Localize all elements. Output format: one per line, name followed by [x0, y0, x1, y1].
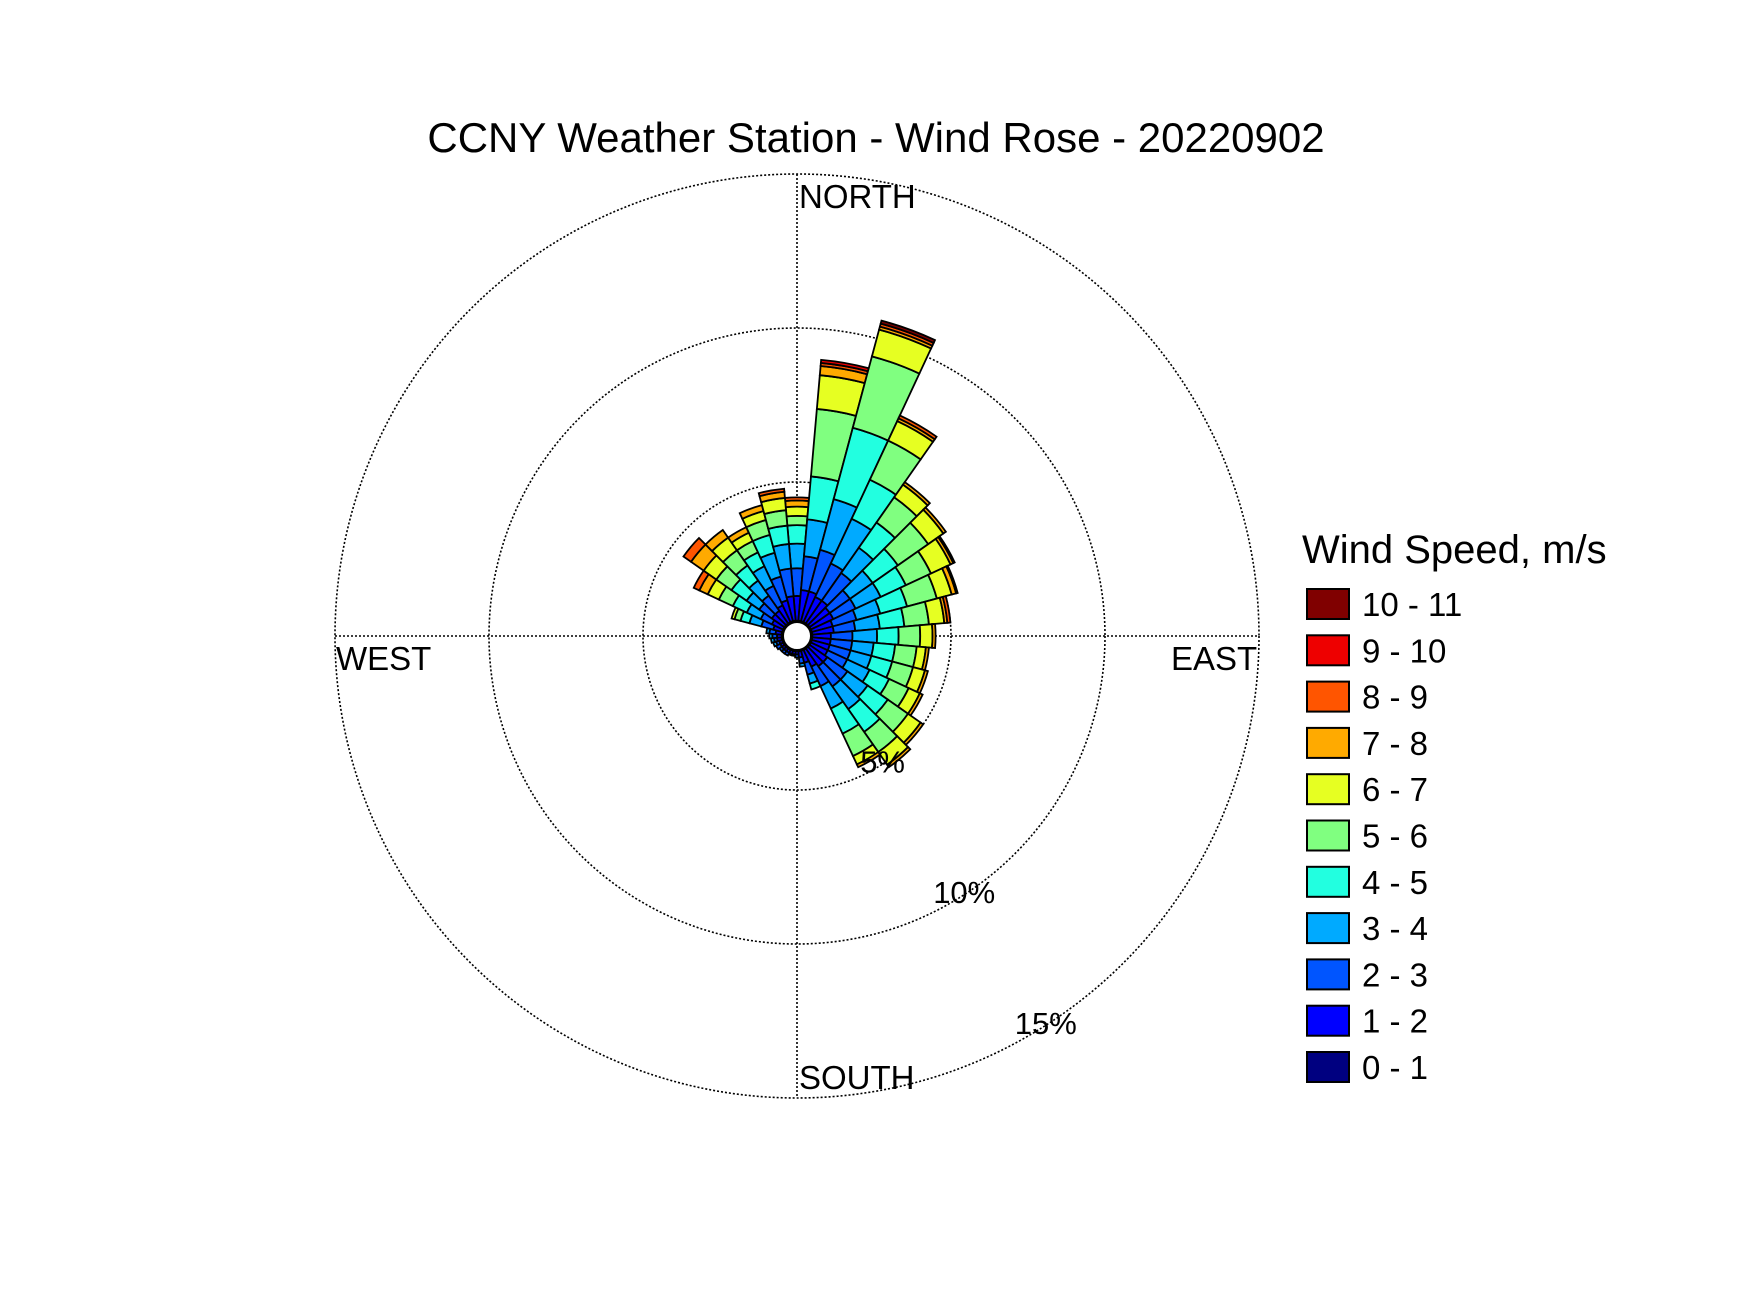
sector-90-bin-4	[875, 626, 900, 646]
legend-label-10-11: 10 - 11	[1362, 586, 1462, 623]
sector-170-bin-3	[798, 661, 807, 668]
sector-90-bin-6	[918, 623, 934, 649]
sector-40-bin-7	[901, 480, 932, 507]
sector-150-bin-7	[855, 750, 882, 769]
legend-swatch-9-10	[1306, 634, 1350, 667]
legend-label-5-6: 5 - 6	[1362, 818, 1428, 855]
sector-0-bin-8	[783, 496, 811, 502]
ring-label-5: 5%	[860, 745, 905, 780]
legend-label-7-8: 7 - 8	[1362, 725, 1428, 762]
sector-30-bin-8	[897, 414, 938, 441]
legend-label-9-10: 9 - 10	[1362, 632, 1446, 669]
direction-label-west: WEST	[336, 640, 431, 677]
legend-label-6-7: 6 - 7	[1362, 771, 1428, 808]
sector-50-bin-7	[922, 506, 948, 535]
sector-90-bin-5	[897, 624, 922, 648]
legend: 10 - 11 9 - 10 8 - 9 7 - 8 6 - 7 5 - 6 4 - 5 3 …	[1306, 586, 1462, 1086]
legend-swatch-7-8	[1306, 726, 1350, 759]
ring-label-15: 15%	[1015, 1006, 1077, 1041]
legend-swatch-5-6	[1306, 819, 1350, 852]
legend-label-0-1: 0 - 1	[1362, 1049, 1428, 1086]
ring-labels: 5% 10% 15%	[860, 745, 1077, 1041]
legend-swatch-4-5	[1306, 865, 1350, 898]
sector-350-bin-8	[757, 487, 786, 498]
legend-swatch-6-7	[1306, 773, 1350, 806]
ring-label-10: 10%	[933, 875, 995, 910]
sector-160-bin-4	[808, 679, 822, 691]
sector-80-bin-8	[941, 595, 952, 624]
legend-swatch-10-11	[1306, 588, 1350, 620]
legend-swatch-1-2	[1306, 1004, 1350, 1037]
center-hole	[782, 621, 812, 651]
sector-0-bin-4	[786, 524, 808, 545]
sector-70-bin-8	[945, 564, 959, 595]
legend-label-8-9: 8 - 9	[1362, 679, 1428, 716]
legend-label-3-4: 3 - 4	[1362, 910, 1428, 947]
legend-swatch-3-4	[1306, 912, 1350, 945]
legend-label-4-5: 4 - 5	[1362, 864, 1428, 901]
legend-swatch-2-3	[1306, 958, 1350, 991]
legend-swatch-0-1	[1306, 1051, 1350, 1083]
direction-label-east: EAST	[1171, 640, 1257, 677]
legend-label-1-2: 1 - 2	[1362, 1003, 1428, 1040]
legend-swatch-8-9	[1306, 680, 1350, 713]
sector-20-bin-10	[879, 319, 937, 345]
sector-90-bin-7	[931, 622, 937, 650]
sector-0-bin-5	[785, 514, 809, 527]
legend-title: Wind Speed, m/s	[1302, 528, 1607, 572]
direction-label-north: NORTH	[799, 178, 916, 215]
wind-sectors	[682, 319, 959, 769]
sector-0-bin-6	[784, 505, 810, 518]
direction-label-south: SOUTH	[799, 1059, 915, 1096]
sector-320-bin-7	[704, 528, 730, 553]
sector-60-bin-8	[937, 534, 956, 565]
chart-title: CCNY Weather Station - Wind Rose - 20220…	[427, 114, 1324, 161]
sector-310-bin-8	[682, 536, 707, 564]
legend-label-2-3: 2 - 3	[1362, 956, 1428, 993]
sector-140-bin-7	[885, 745, 912, 769]
